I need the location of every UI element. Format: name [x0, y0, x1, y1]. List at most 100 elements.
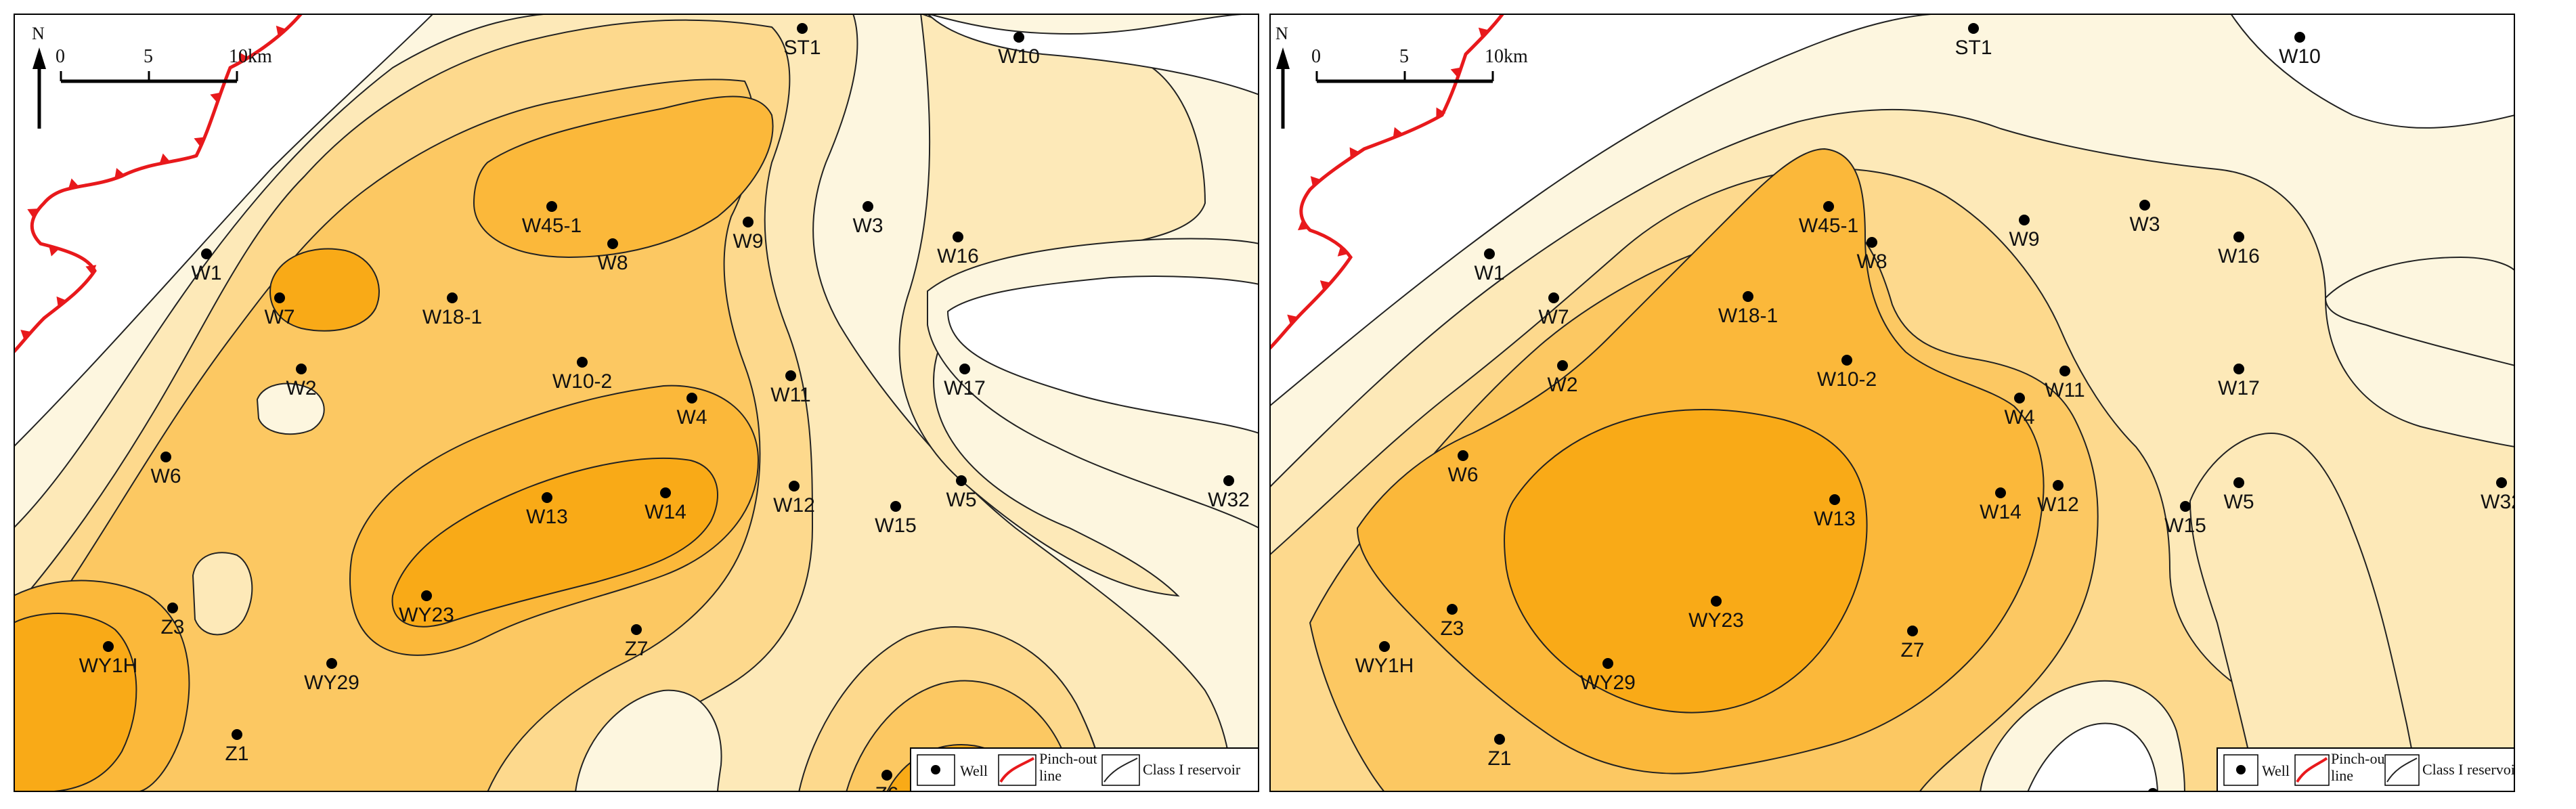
- well-dot: [686, 393, 697, 403]
- well-marker[interactable]: W10-2: [1817, 355, 1877, 391]
- well-label: W1: [192, 262, 222, 284]
- well-dot: [542, 492, 552, 503]
- map-frame: [1269, 14, 2515, 792]
- well-marker[interactable]: W13: [1814, 494, 1856, 530]
- well-marker[interactable]: W5: [946, 475, 977, 511]
- legend: Well Pinch-out line Class I reservoir: [910, 747, 1259, 792]
- well-marker[interactable]: W1: [192, 248, 222, 284]
- well-marker[interactable]: WY1H: [1355, 641, 1414, 677]
- well-dot: [956, 475, 967, 486]
- pinchout-barb: [1310, 176, 1322, 187]
- well-label: W3: [853, 215, 883, 237]
- well-marker[interactable]: W3: [2130, 200, 2160, 236]
- well-marker[interactable]: W4: [677, 393, 707, 429]
- well-dot: [2294, 32, 2305, 43]
- well-marker[interactable]: W2: [1548, 360, 1578, 396]
- well-dot: [660, 487, 671, 498]
- well-marker[interactable]: Z7: [1900, 626, 1925, 661]
- well-marker[interactable]: W18-1: [1718, 291, 1778, 327]
- well-label: Z1: [1487, 747, 1511, 770]
- well-marker[interactable]: W6: [151, 452, 181, 487]
- well-marker[interactable]: W32: [2481, 477, 2515, 513]
- pinchout-barb: [210, 92, 221, 103]
- well-marker[interactable]: W2: [286, 364, 317, 399]
- well-marker[interactable]: W45-1: [522, 201, 582, 237]
- well-marker[interactable]: W10: [998, 32, 1040, 68]
- well-marker[interactable]: W5: [2224, 477, 2254, 513]
- well-marker[interactable]: WY29: [304, 658, 359, 694]
- well-marker[interactable]: WY23: [399, 590, 454, 626]
- well-marker[interactable]: W14: [645, 487, 686, 523]
- well-marker[interactable]: W7: [1539, 292, 1569, 328]
- well-marker[interactable]: ST1: [783, 23, 821, 59]
- well-marker[interactable]: ST1: [1955, 23, 1992, 59]
- well-label: W4: [677, 406, 707, 429]
- well-marker[interactable]: W14: [1980, 487, 2022, 523]
- well-dot: [1223, 475, 1234, 486]
- well-marker[interactable]: W17: [2218, 364, 2260, 399]
- pinchout-barb: [85, 265, 97, 276]
- well-marker[interactable]: W9: [733, 217, 764, 253]
- pinchout-barb: [1393, 127, 1403, 138]
- well-marker[interactable]: W18-1: [422, 292, 482, 328]
- pinchout-barb: [1297, 220, 1309, 231]
- well-marker[interactable]: W15: [2164, 501, 2206, 537]
- well-dot: [2053, 480, 2064, 491]
- well-marker[interactable]: W7: [265, 292, 295, 328]
- well-label: W15: [875, 515, 917, 537]
- well-marker[interactable]: W45-1: [1799, 201, 1858, 237]
- well-marker[interactable]: Z3: [1440, 604, 1464, 640]
- well-dot: [789, 481, 800, 491]
- well-marker[interactable]: W8: [598, 238, 628, 274]
- well-label: W14: [645, 501, 686, 523]
- well-marker[interactable]: W3: [853, 201, 883, 237]
- well-marker[interactable]: W17: [944, 364, 986, 399]
- well-marker[interactable]: W10-2: [552, 357, 612, 393]
- well-marker[interactable]: Z6: [875, 770, 899, 792]
- well-label: W10-2: [1817, 368, 1877, 391]
- well-marker[interactable]: WY23: [1688, 596, 1744, 632]
- well-dot: [232, 729, 242, 740]
- well-marker[interactable]: WY29: [1580, 658, 1636, 694]
- well-marker[interactable]: W16: [937, 232, 979, 267]
- well-dot: [631, 624, 642, 635]
- contour-region: [14, 613, 137, 792]
- contour-region: [391, 457, 718, 628]
- well-marker[interactable]: W16: [2218, 232, 2260, 267]
- legend-reservoir-symbol: [1104, 758, 1138, 783]
- well-marker[interactable]: W32: [1208, 475, 1250, 511]
- well-marker[interactable]: W8: [1857, 237, 1887, 273]
- well-label: W17: [944, 377, 986, 399]
- contour-region: [926, 14, 1259, 96]
- scale-bar: 0 5 10km: [1311, 46, 1528, 83]
- scale-tick-5: 5: [1399, 46, 1409, 67]
- pinchout-barb: [1319, 280, 1331, 291]
- well-dot: [1484, 248, 1495, 259]
- scale-tick-0: 0: [56, 46, 65, 67]
- well-marker[interactable]: W11: [770, 370, 811, 406]
- well-label: W45-1: [522, 215, 582, 237]
- well-marker[interactable]: W13: [526, 492, 568, 528]
- well-marker[interactable]: Z1: [1487, 734, 1512, 770]
- well-marker[interactable]: W12: [2037, 480, 2079, 516]
- well-marker[interactable]: W9: [2009, 215, 2040, 250]
- contour-region: [2324, 256, 2515, 367]
- well-marker[interactable]: W1: [1475, 248, 1505, 284]
- well-marker[interactable]: W12: [773, 481, 815, 517]
- well-marker[interactable]: Z7: [624, 624, 649, 660]
- well-marker[interactable]: Z1: [225, 729, 249, 765]
- well-marker[interactable]: W11: [2045, 366, 2085, 401]
- well-marker[interactable]: W10: [2279, 32, 2321, 68]
- well-marker[interactable]: WY1H: [79, 641, 138, 677]
- well-marker[interactable]: W15: [875, 501, 917, 537]
- well-dot: [2014, 393, 2025, 403]
- well-marker[interactable]: W4: [2005, 393, 2035, 429]
- well-label: W18-1: [1718, 305, 1778, 327]
- north-arrow: N: [32, 24, 46, 129]
- well-marker[interactable]: W6: [1448, 450, 1479, 486]
- well-marker[interactable]: Z3: [160, 603, 185, 638]
- legend-pinchout-label: Pinch-out: [2331, 750, 2389, 767]
- well-label: WY1H: [79, 655, 138, 677]
- well-label: W4: [2005, 406, 2035, 429]
- north-label: N: [32, 24, 45, 43]
